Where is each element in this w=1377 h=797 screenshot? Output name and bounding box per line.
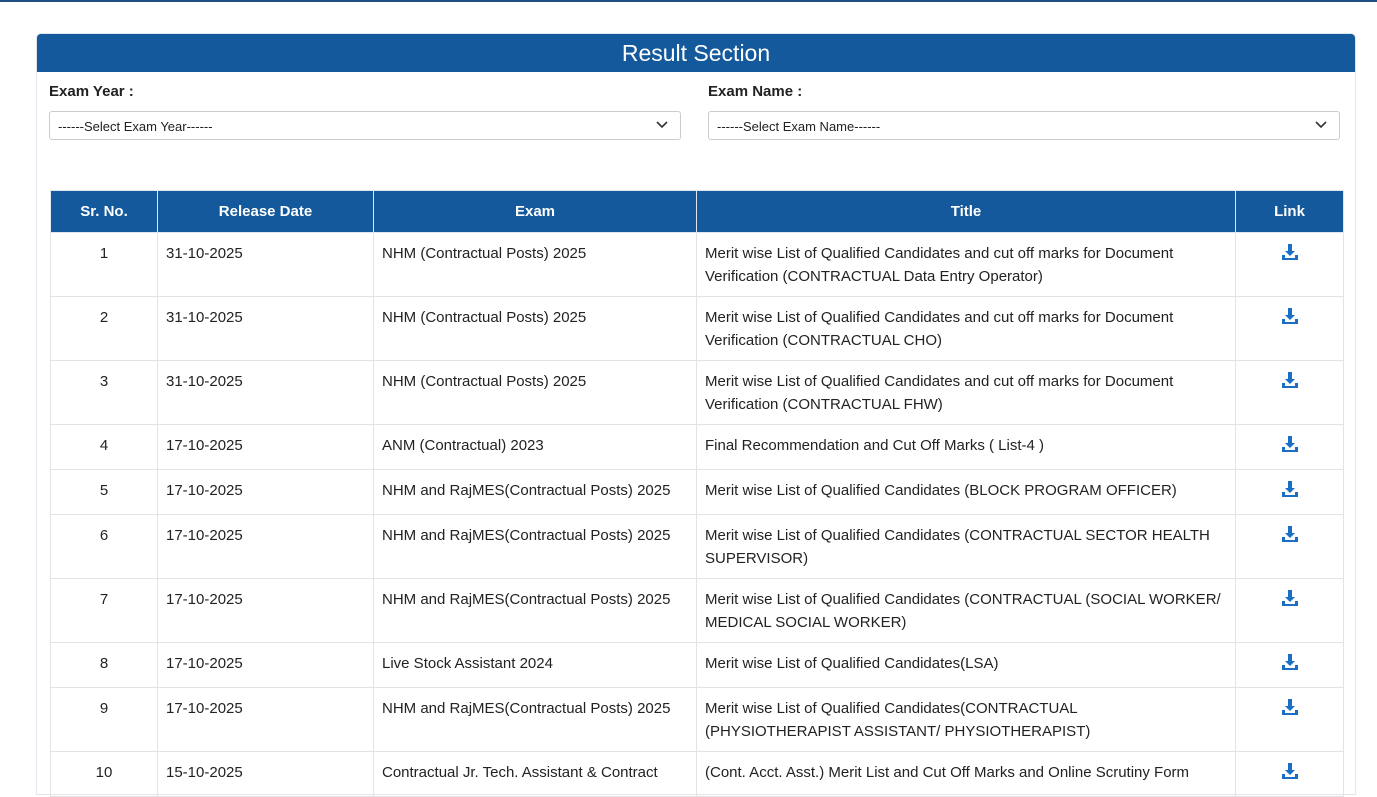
sr-no: 4 [50, 424, 158, 470]
title: (Cont. Acct. Asst.) Merit List and Cut O… [696, 751, 1236, 797]
download-icon [1281, 526, 1298, 542]
result-row: 8 17-10-2025 Live Stock Assistant 2024 Meri… [50, 642, 1344, 688]
result-row: 7 17-10-2025 NHM and RajMES(Contractual Po… [50, 578, 1344, 643]
result-row: 2 31-10-2025 NHM (Contractual Posts) 2025 M… [50, 296, 1344, 361]
download-icon [1281, 436, 1298, 452]
select-placeholder: ------Select Exam Year------ [58, 119, 213, 134]
link-cell [1235, 578, 1344, 643]
link-cell [1235, 514, 1344, 579]
result-row: 10 15-10-2025 Contractual Jr. Tech. Assist… [50, 751, 1344, 797]
download-link[interactable] [1280, 481, 1300, 503]
link-cell [1235, 687, 1344, 752]
release-date: 17-10-2025 [157, 578, 374, 643]
title: Merit wise List of Qualified Candidates … [696, 514, 1236, 579]
download-icon [1281, 699, 1298, 715]
link-cell [1235, 469, 1344, 515]
exam: Contractual Jr. Tech. Assistant & Contra… [373, 751, 697, 797]
title: Merit wise List of Qualified Candidates … [696, 469, 1236, 515]
exam-year-select[interactable]: ------Select Exam Year------ [49, 111, 681, 140]
release-date: 17-10-2025 [157, 687, 374, 752]
column-header: Link [1235, 190, 1344, 233]
result-row: 5 17-10-2025 NHM and RajMES(Contractual Po… [50, 469, 1344, 515]
title: Merit wise List of Qualified Candidates(… [696, 642, 1236, 688]
sr-no: 6 [50, 514, 158, 579]
release-date: 17-10-2025 [157, 469, 374, 515]
result-table: Sr. No. Release Date Exam Title Link 1 31-10-… [50, 190, 1344, 797]
title: Merit wise List of Qualified Candidates … [696, 360, 1236, 425]
result-row: 1 31-10-2025 NHM (Contractual Posts) 2025 M… [50, 232, 1344, 297]
sr-no: 10 [50, 751, 158, 797]
download-link[interactable] [1280, 590, 1300, 612]
sr-no: 1 [50, 232, 158, 297]
release-date: 17-10-2025 [157, 424, 374, 470]
column-header: Release Date [157, 190, 374, 233]
release-date: 31-10-2025 [157, 296, 374, 361]
sr-no: 5 [50, 469, 158, 515]
link-cell [1235, 424, 1344, 470]
release-date: 15-10-2025 [157, 751, 374, 797]
filter-label: Exam Year : [49, 83, 134, 100]
exam: NHM (Contractual Posts) 2025 [373, 296, 697, 361]
title: Final Recommendation and Cut Off Marks (… [696, 424, 1236, 470]
filter-label: Exam Name : [708, 83, 803, 100]
sr-no: 7 [50, 578, 158, 643]
result-panel: Result Section Exam Year : Exam Name : -… [36, 33, 1356, 797]
link-cell [1235, 642, 1344, 688]
header-row: Sr. No. Release Date Exam Title Link [50, 190, 1344, 233]
link-cell [1235, 751, 1344, 797]
chevron [1315, 121, 1327, 129]
title: Merit wise List of Qualified Candidates(… [696, 687, 1236, 752]
download-icon [1281, 654, 1298, 670]
title: Merit wise List of Qualified Candidates … [696, 578, 1236, 643]
download-icon [1281, 308, 1298, 324]
chevron [656, 121, 668, 129]
link-cell [1235, 232, 1344, 297]
link-cell [1235, 360, 1344, 425]
link-cell [1235, 296, 1344, 361]
sr-no: 2 [50, 296, 158, 361]
download-icon [1281, 763, 1298, 779]
download-link[interactable] [1280, 436, 1300, 458]
panel-title: Result Section [37, 34, 1355, 72]
exam: ANM (Contractual) 2023 [373, 424, 697, 470]
download-link[interactable] [1280, 763, 1300, 785]
top-rule [0, 0, 1377, 2]
column-header: Sr. No. [50, 190, 158, 233]
select-placeholder: ------Select Exam Name------ [717, 119, 881, 134]
exam: NHM and RajMES(Contractual Posts) 2025 [373, 469, 697, 515]
release-date: 31-10-2025 [157, 232, 374, 297]
download-icon [1281, 372, 1298, 388]
result-row: 6 17-10-2025 NHM and RajMES(Contractual Po… [50, 514, 1344, 579]
download-link[interactable] [1280, 699, 1300, 721]
result-row: 3 31-10-2025 NHM (Contractual Posts) 2025 M… [50, 360, 1344, 425]
release-date: 17-10-2025 [157, 514, 374, 579]
download-icon [1281, 244, 1298, 260]
download-link[interactable] [1280, 244, 1300, 266]
exam: NHM (Contractual Posts) 2025 [373, 360, 697, 425]
result-row: 9 17-10-2025 NHM and RajMES(Contractual Po… [50, 687, 1344, 752]
exam: NHM and RajMES(Contractual Posts) 2025 [373, 687, 697, 752]
exam: NHM (Contractual Posts) 2025 [373, 232, 697, 297]
download-icon [1281, 590, 1298, 606]
download-link[interactable] [1280, 372, 1300, 394]
download-link[interactable] [1280, 308, 1300, 330]
result-row: 4 17-10-2025 ANM (Contractual) 2023 Final R… [50, 424, 1344, 470]
release-date: 31-10-2025 [157, 360, 374, 425]
download-link[interactable] [1280, 654, 1300, 676]
exam-name-select[interactable]: ------Select Exam Name------ [708, 111, 1340, 140]
sr-no: 9 [50, 687, 158, 752]
sr-no: 3 [50, 360, 158, 425]
release-date: 17-10-2025 [157, 642, 374, 688]
download-link[interactable] [1280, 526, 1300, 548]
exam: Live Stock Assistant 2024 [373, 642, 697, 688]
download-icon [1281, 481, 1298, 497]
exam: NHM and RajMES(Contractual Posts) 2025 [373, 578, 697, 643]
title: Merit wise List of Qualified Candidates … [696, 232, 1236, 297]
title: Merit wise List of Qualified Candidates … [696, 296, 1236, 361]
exam: NHM and RajMES(Contractual Posts) 2025 [373, 514, 697, 579]
column-header: Title [696, 190, 1236, 233]
sr-no: 8 [50, 642, 158, 688]
column-header: Exam [373, 190, 697, 233]
